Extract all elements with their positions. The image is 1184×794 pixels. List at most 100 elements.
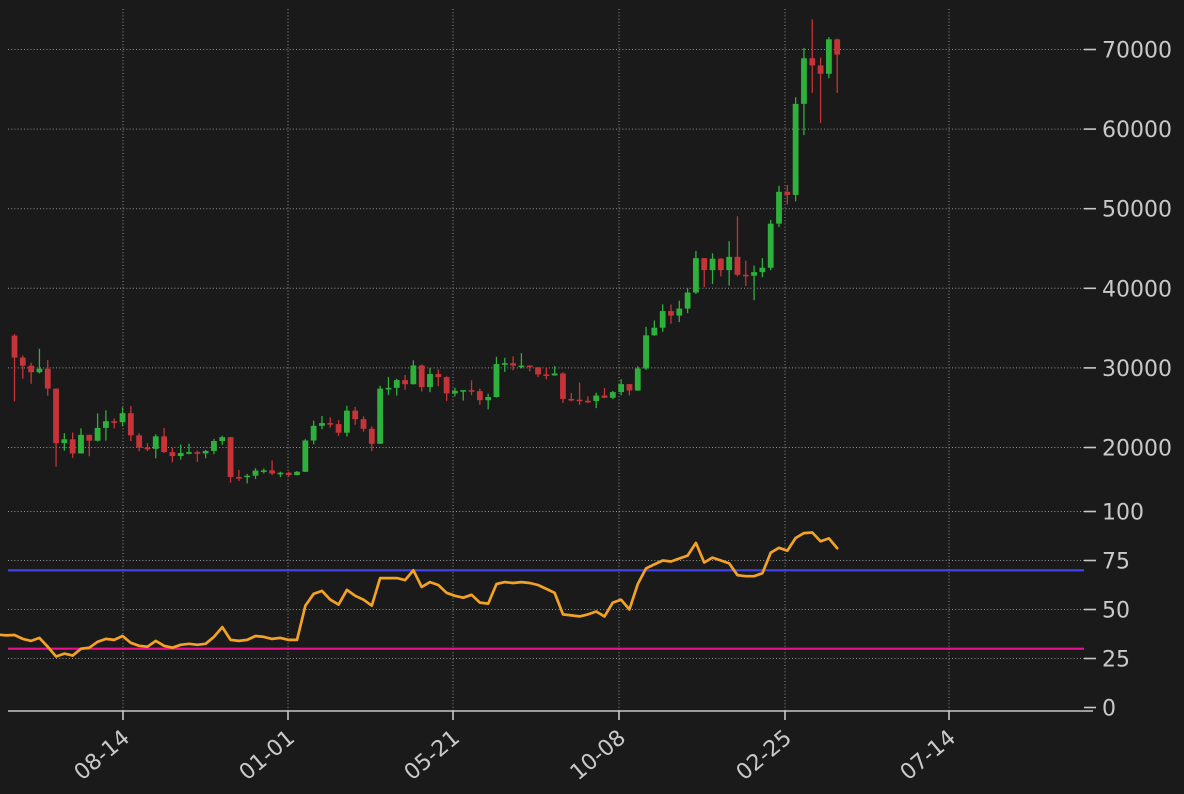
candle-body [244,475,251,478]
candle-body [825,39,832,74]
candle-body [235,477,242,479]
candle-body [659,311,666,328]
candle-body [717,258,724,271]
candle-body [560,373,566,399]
candle-body [344,410,350,433]
candle-body [526,365,533,368]
candle-body [152,436,159,449]
candle-body [668,311,674,316]
candle-body [609,392,616,398]
candle-body [460,390,467,392]
candle-body [111,421,118,423]
candle-body [776,191,782,224]
candle-body [161,436,167,453]
candle-body [643,335,649,369]
candle-body [335,424,342,433]
candle-body [501,363,508,365]
candle-body [69,439,76,454]
candle-body [277,472,284,475]
candle-body [435,374,442,378]
candle-body [310,425,317,441]
candle-body [377,388,384,444]
candle-body [427,374,433,388]
candle-body [177,452,184,457]
candle-body [476,391,483,401]
candles-layer [11,19,841,484]
rsi-layer [0,531,839,658]
candle-body [319,423,325,426]
candle-body [19,357,26,366]
candle-body [726,256,733,271]
rsi-tick-label: 75 [1102,550,1130,575]
candle-body [418,365,425,388]
price-tick-label: 30000 [1102,357,1172,382]
candle-body [693,258,699,293]
candle-body [402,380,408,385]
candle-body [393,380,400,388]
candle-body [119,413,126,423]
candle-body [676,308,683,316]
rsi-tick-label: 0 [1102,697,1116,722]
x-tick-label: 07-14 [896,725,961,785]
candle-body [510,363,516,366]
gridlines [8,9,1084,711]
candle-body [651,327,658,336]
candle-body [136,435,143,448]
x-axis: 08-14 01-01 05-21 10-08 02-25 07-14 [8,710,1093,786]
candle-body [493,364,500,398]
candle-body [352,410,359,420]
candle-body [468,390,475,392]
candle-body [103,421,109,428]
candle-body [169,452,176,457]
candle-body [742,274,749,277]
candle-body [518,365,525,368]
candle-body [759,267,766,273]
candle-body [709,258,716,271]
candle-body [385,387,392,390]
candle-body [568,398,575,401]
candle-body [327,423,334,425]
candle-body [701,258,708,271]
candle-body [202,450,209,454]
candle-body [194,452,201,454]
candle-body [227,437,234,478]
y-axis: 70000 60000 50000 40000 30000 20000 100 75 50 25 0 [1084,39,1172,722]
candle-body [485,397,492,401]
x-tick-label: 05-21 [400,725,465,785]
rsi-level-lines [8,569,1084,650]
candle-body [28,365,35,373]
rsi-tick-label: 50 [1102,599,1130,624]
candle-body [410,365,417,385]
candle-body [551,373,558,376]
candle-body [285,472,292,476]
candle-body [601,395,608,398]
candle-body [269,470,276,474]
candle-body [618,384,625,393]
x-tick-label: 10-08 [566,725,631,785]
x-tick-label: 01-01 [235,725,300,785]
candle-body [576,399,583,402]
price-tick-label: 20000 [1102,437,1172,462]
candle-body [11,335,18,358]
candle-body [127,413,134,436]
candle-body [817,65,824,74]
candle-body [535,367,541,375]
candle-body [751,272,757,276]
x-tick-label: 08-14 [70,725,135,785]
candle-body [626,384,633,391]
candle-body [294,471,300,476]
candle-body [61,439,68,444]
candle-body [584,400,591,403]
rsi-line [0,531,839,658]
candle-body [86,434,93,441]
candle-body [219,437,226,442]
candle-body [78,434,84,454]
candle-body [593,395,600,402]
candle-body [53,388,59,444]
candle-body [767,223,774,268]
candle-body [684,292,691,309]
candle-body [443,377,450,394]
candle-body [211,441,217,451]
